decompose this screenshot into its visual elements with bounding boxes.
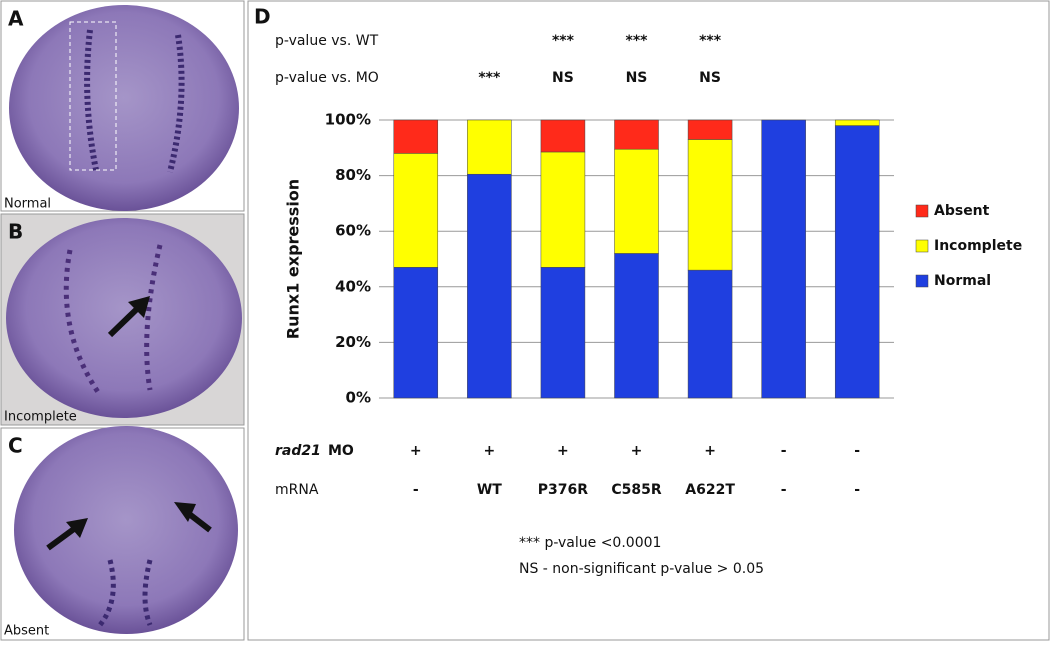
y-tick-label: 0%	[346, 389, 371, 407]
row-value: WT	[477, 482, 502, 498]
row-value: -	[781, 443, 787, 459]
bar-segment	[614, 148, 659, 254]
bar-segment	[687, 119, 733, 140]
bar-segment	[614, 253, 659, 399]
row-label: p-value vs. WT	[275, 33, 379, 49]
embryo-image	[14, 426, 238, 634]
inset-box	[69, 21, 117, 171]
row-value: +	[410, 443, 422, 459]
row-value: +	[704, 443, 716, 459]
bar-segment	[834, 125, 880, 399]
legend-label: Absent	[934, 203, 990, 219]
row-value: -	[413, 482, 419, 498]
bar-segment	[467, 119, 512, 175]
bar-segment	[393, 119, 439, 154]
panel-letter: D	[254, 5, 271, 29]
legend-label: Normal	[934, 273, 991, 289]
row-label: rad21	[275, 443, 321, 459]
row-value: NS	[552, 70, 574, 86]
y-tick-label: 100%	[325, 111, 371, 129]
row-value: C585R	[611, 482, 661, 498]
arrow	[174, 502, 196, 522]
row-value: NS	[699, 70, 721, 86]
bar-segment	[393, 153, 439, 268]
footnote: NS - non-significant p-value > 0.05	[519, 561, 764, 577]
stain	[84, 29, 185, 173]
row-label: p-value vs. MO	[275, 70, 379, 86]
panel-letter: A	[8, 7, 24, 31]
row-value: -	[854, 482, 860, 498]
bar-segment	[540, 267, 586, 399]
y-tick-label: 60%	[335, 222, 371, 240]
panel-caption: Incomplete	[4, 410, 77, 425]
bar-segment	[687, 269, 733, 399]
legend-swatch	[915, 239, 929, 253]
row-value: -	[781, 482, 787, 498]
panel-caption: Absent	[4, 624, 49, 639]
panel-letter: B	[8, 220, 23, 244]
row-value: +	[557, 443, 569, 459]
y-tick-label: 40%	[335, 277, 371, 295]
y-tick-label: 20%	[335, 333, 371, 351]
panel-caption: Normal	[4, 197, 51, 212]
row-value: ***	[699, 33, 722, 49]
row-value: P376R	[538, 482, 588, 498]
row-value: -	[854, 443, 860, 459]
row-value: ***	[552, 33, 575, 49]
bar-segment	[761, 119, 806, 399]
row-label: MO	[328, 443, 354, 459]
stain	[63, 244, 163, 397]
arrow	[107, 303, 143, 338]
row-value: ***	[478, 70, 501, 86]
bar-segment	[393, 267, 439, 399]
row-label: mRNA	[275, 482, 319, 498]
embryo-image	[9, 5, 239, 211]
y-tick-label: 80%	[335, 166, 371, 184]
legend-label: Incomplete	[934, 238, 1022, 254]
bar-segment	[687, 139, 733, 271]
arrow	[128, 296, 150, 318]
footnote: *** p-value <0.0001	[519, 535, 661, 551]
bar-segment	[540, 151, 586, 268]
bar-segment	[614, 119, 659, 150]
row-value: +	[631, 443, 643, 459]
row-value: +	[483, 443, 495, 459]
arrow	[66, 518, 88, 538]
bar-segment	[540, 119, 586, 153]
row-value: A622T	[685, 482, 735, 498]
bar-segment	[834, 119, 880, 126]
row-value: NS	[626, 70, 648, 86]
panel-letter: C	[8, 434, 23, 458]
y-axis-label: Runx1 expression	[284, 179, 303, 339]
legend-swatch	[915, 204, 929, 218]
row-value: ***	[626, 33, 649, 49]
bar-segment	[467, 173, 512, 399]
legend-swatch	[915, 274, 929, 288]
